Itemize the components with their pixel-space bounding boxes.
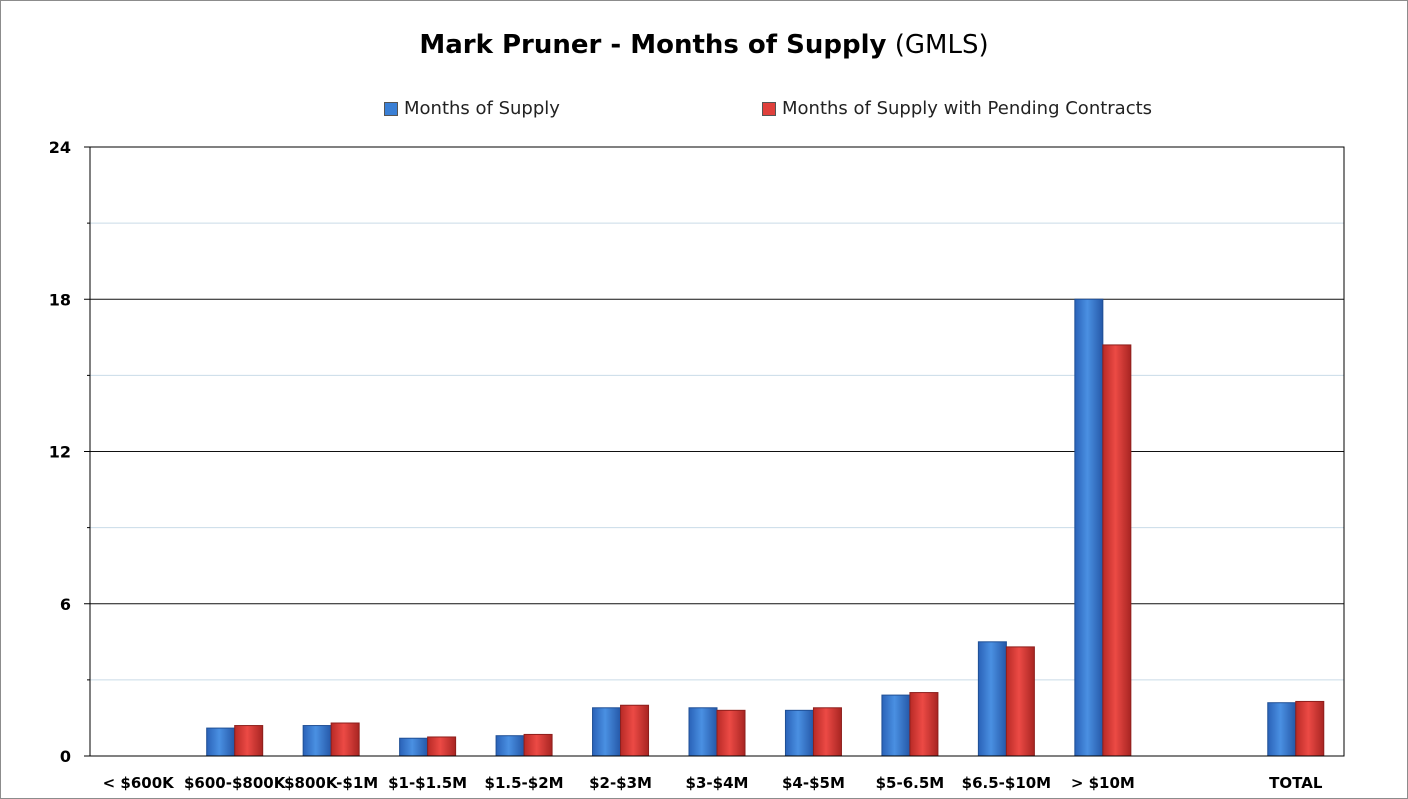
plot-area-border xyxy=(89,146,1345,757)
x-tick-label: TOTAL xyxy=(1269,774,1323,792)
y-tick-label: 18 xyxy=(49,290,71,309)
bar-months-of-supply-pending xyxy=(234,725,264,757)
bar-months-of-supply-pending xyxy=(909,692,939,757)
bar-months-of-supply xyxy=(688,707,718,757)
x-tick-label: $1.5-$2M xyxy=(485,774,564,792)
x-tick-label: $600-$800K xyxy=(184,774,287,792)
bar-months-of-supply xyxy=(302,725,332,757)
bar-months-of-supply-pending xyxy=(1005,646,1035,757)
bar-months-of-supply-pending xyxy=(716,709,746,757)
bar-months-of-supply-pending xyxy=(427,736,457,757)
x-tick-label: $800K-$1M xyxy=(284,774,378,792)
y-tick-label: 0 xyxy=(60,747,71,766)
bar-months-of-supply-pending xyxy=(1102,344,1132,757)
chart-legend: Months of Supply Months of Supply with P… xyxy=(0,98,1408,126)
bar-months-of-supply xyxy=(881,694,911,757)
legend-label: Months of Supply with Pending Contracts xyxy=(782,98,1153,119)
bar-months-of-supply xyxy=(784,709,814,757)
legend-swatch-blue xyxy=(384,101,398,116)
bar-months-of-supply xyxy=(1267,702,1297,757)
legend-label: Months of Supply xyxy=(404,98,560,119)
legend-item-months-of-supply-pending: Months of Supply with Pending Contracts xyxy=(762,98,1152,119)
x-tick-label: > $10M xyxy=(1071,774,1135,792)
x-tick-label: $1-$1.5M xyxy=(388,774,467,792)
bar-months-of-supply-pending xyxy=(812,707,842,757)
bars xyxy=(206,298,1325,757)
legend-item-months-of-supply: Months of Supply xyxy=(384,98,560,119)
y-tick-label: 12 xyxy=(49,443,71,462)
y-tick-label: 6 xyxy=(60,595,71,614)
axes: 0 6 12 18 24 < $600K $600-$800K$800K-$1M $1-$1.… xyxy=(49,138,1345,792)
bar-months-of-supply xyxy=(977,641,1007,757)
x-tick-label: $4-$5M xyxy=(782,774,845,792)
bar-months-of-supply xyxy=(495,735,525,757)
bar-months-of-supply xyxy=(592,707,622,757)
chart-title-main: Mark Pruner - Months of Supply xyxy=(419,30,887,60)
bar-months-of-supply xyxy=(399,737,429,757)
bar-months-of-supply xyxy=(1074,298,1104,757)
y-tick-label: 24 xyxy=(49,138,71,157)
chart-subtitle: (GMLS) xyxy=(894,30,989,60)
chart-title: Mark Pruner - Months of Supply (GMLS) xyxy=(0,30,1408,60)
x-tick-label: $5-6.5M xyxy=(876,774,945,792)
bar-months-of-supply xyxy=(206,727,236,757)
x-tick-label: $2-$3M xyxy=(589,774,652,792)
x-tick-label: $3-$4M xyxy=(686,774,749,792)
bar-months-of-supply-pending xyxy=(620,704,650,757)
x-tick-label: $6.5-$10M xyxy=(962,774,1051,792)
bar-months-of-supply-pending xyxy=(1295,700,1325,757)
gridlines xyxy=(90,146,1344,681)
x-tick-label: < $600K xyxy=(103,774,176,792)
bar-months-of-supply-pending xyxy=(330,722,360,757)
bar-months-of-supply-pending xyxy=(523,733,553,757)
legend-swatch-red xyxy=(762,101,776,116)
